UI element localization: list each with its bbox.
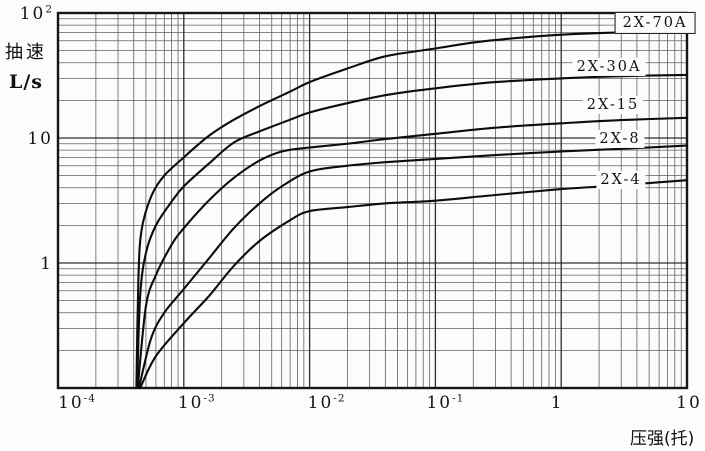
grid-major-lines [57,12,688,389]
y-axis-title-text: 抽速 [5,42,47,63]
grid-minor-lines [58,13,687,388]
curves [135,29,689,390]
curve-2X-15 [136,116,689,390]
plot-border [56,11,689,390]
x-axis-title: 压强(托) [630,429,695,449]
curve-2X-4 [139,179,689,390]
curve-2X-8 [137,144,689,390]
y-axis-unit-text: L/s [9,71,43,93]
curve-2X-70A [135,29,689,390]
y-axis-title: 抽速 L/s [2,38,50,93]
curve-2X-30A [136,73,689,390]
